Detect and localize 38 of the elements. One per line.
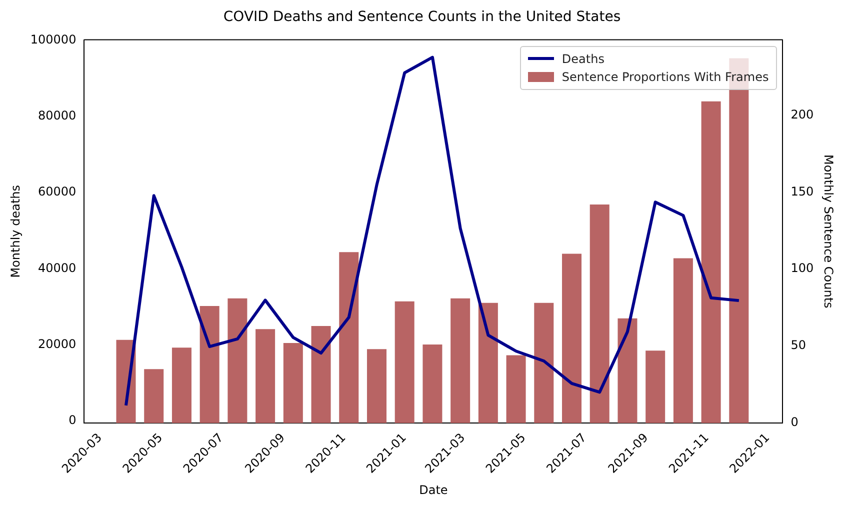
legend-label: Deaths (562, 50, 604, 68)
y2-tick-label: 200 (790, 107, 814, 122)
bar (506, 355, 526, 423)
bar (590, 204, 610, 423)
bar (646, 350, 666, 423)
bar (394, 301, 414, 423)
y2-tick-label: 150 (790, 184, 814, 198)
y-tick-label: 20000 (38, 336, 76, 351)
y-tick-label: 60000 (38, 184, 76, 199)
bar (562, 254, 582, 423)
y-tick-label: 80000 (38, 108, 76, 123)
y2-axis-title: Monthly Sentence Counts (822, 154, 836, 308)
bar (618, 318, 638, 423)
bar (673, 258, 693, 423)
legend-label: Sentence Proportions With Frames (562, 68, 769, 86)
y-tick-label: 40000 (38, 260, 76, 275)
bar (256, 329, 276, 423)
bar (366, 349, 386, 423)
bar (144, 369, 164, 423)
y2-tick-label: 100 (790, 261, 814, 276)
bar (450, 298, 470, 423)
y-tick-label: 100000 (30, 32, 76, 47)
bar (422, 344, 442, 423)
x-axis-title: Date (419, 482, 448, 497)
bar (283, 342, 303, 423)
bar (339, 252, 359, 423)
y-axis-title: Monthly deaths (8, 184, 22, 278)
chart-title: COVID Deaths and Sentence Counts in the United States (223, 9, 621, 26)
bar (172, 348, 192, 423)
y2-tick-label: 50 (790, 338, 806, 352)
bar (200, 306, 220, 423)
bar (534, 302, 554, 423)
bar (478, 302, 498, 423)
y2-tick-label: 0 (790, 415, 798, 430)
bar (311, 326, 331, 423)
bar (701, 101, 721, 423)
y-tick-label: 0 (68, 412, 76, 427)
bar (228, 298, 248, 423)
